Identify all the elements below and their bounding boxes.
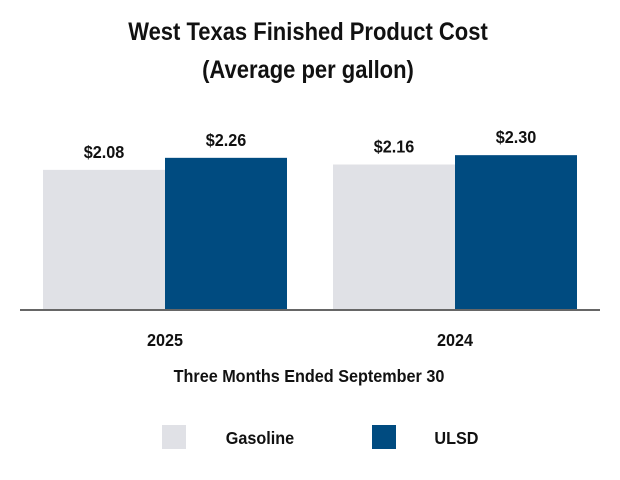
bar-ulsd-2024	[455, 155, 577, 309]
chart-title: West Texas Finished Product Cost	[128, 18, 488, 46]
legend-label-gasoline: Gasoline	[226, 428, 294, 448]
tick-label-2024: 2024	[437, 330, 473, 350]
legend-label-ulsd: ULSD	[434, 428, 478, 448]
x-axis-tick-labels: 2025 2024	[147, 330, 473, 350]
bars: $2.08 $2.26 $2.16 $2.30	[43, 127, 577, 309]
bar-gasoline-2024	[333, 164, 455, 309]
chart-subtitle: (Average per gallon)	[202, 56, 414, 84]
bar-gasoline-2025	[43, 169, 165, 309]
x-axis-label: Three Months Ended September 30	[174, 366, 445, 386]
legend-swatch-gasoline	[162, 425, 186, 449]
bar-ulsd-2025	[165, 157, 287, 309]
data-label-gasoline-2024: $2.16	[374, 137, 415, 157]
tick-label-2025: 2025	[147, 330, 183, 350]
legend-swatch-ulsd	[372, 425, 396, 449]
legend: Gasoline ULSD	[162, 425, 479, 449]
data-label-gasoline-2025: $2.08	[84, 142, 125, 162]
data-label-ulsd-2024: $2.30	[496, 127, 537, 147]
data-label-ulsd-2025: $2.26	[206, 130, 247, 150]
